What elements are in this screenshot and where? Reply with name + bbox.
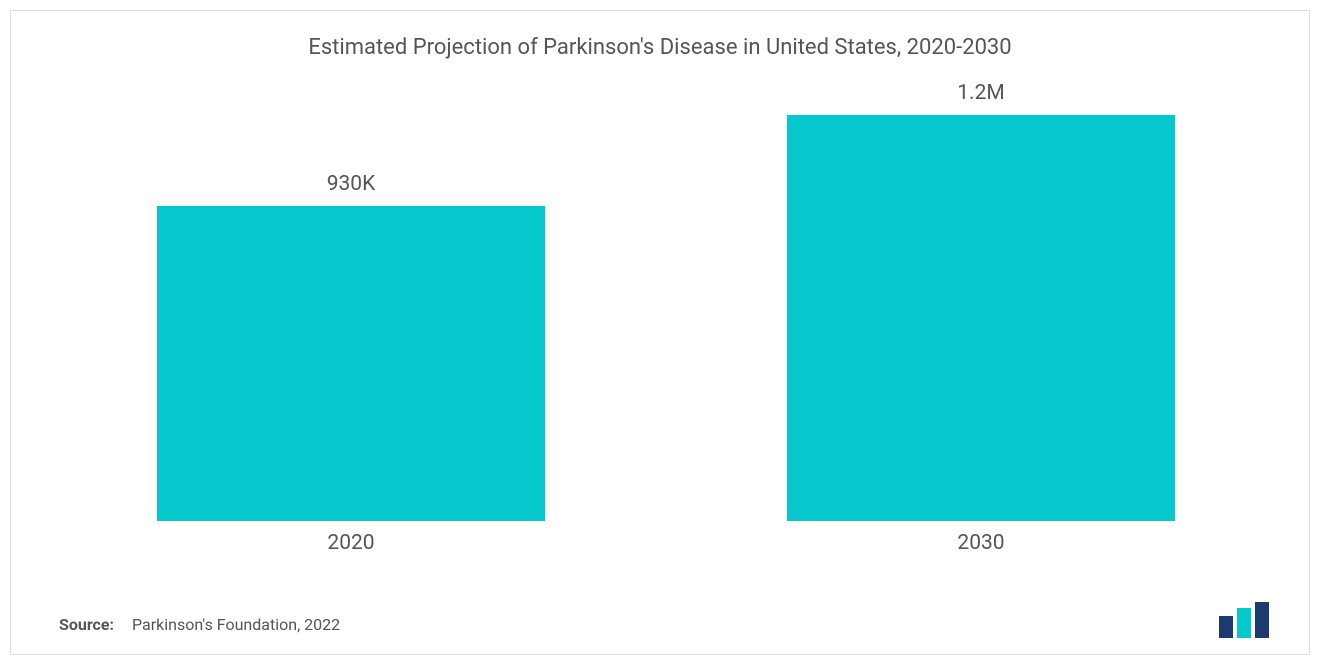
chart-title: Estimated Projection of Parkinson's Dise…: [11, 35, 1309, 60]
bar-data-label: 930K: [157, 172, 546, 196]
bar-group: 930K2020: [157, 206, 546, 521]
bar-group: 1.2M2030: [787, 115, 1176, 521]
x-axis-tick-label: 2020: [157, 531, 546, 555]
bar: [787, 115, 1176, 521]
chart-plot-area: 930K2020 1.2M2030: [141, 81, 1191, 521]
bar: [157, 206, 546, 521]
x-axis-tick-label: 2030: [787, 531, 1176, 555]
brand-logo-icon: [1217, 602, 1275, 638]
source-line: Source: Parkinson's Foundation, 2022: [59, 615, 340, 634]
chart-container: Estimated Projection of Parkinson's Dise…: [10, 10, 1310, 655]
source-text: Parkinson's Foundation, 2022: [132, 615, 340, 634]
bar-data-label: 1.2M: [787, 81, 1176, 105]
source-label: Source:: [59, 615, 114, 634]
